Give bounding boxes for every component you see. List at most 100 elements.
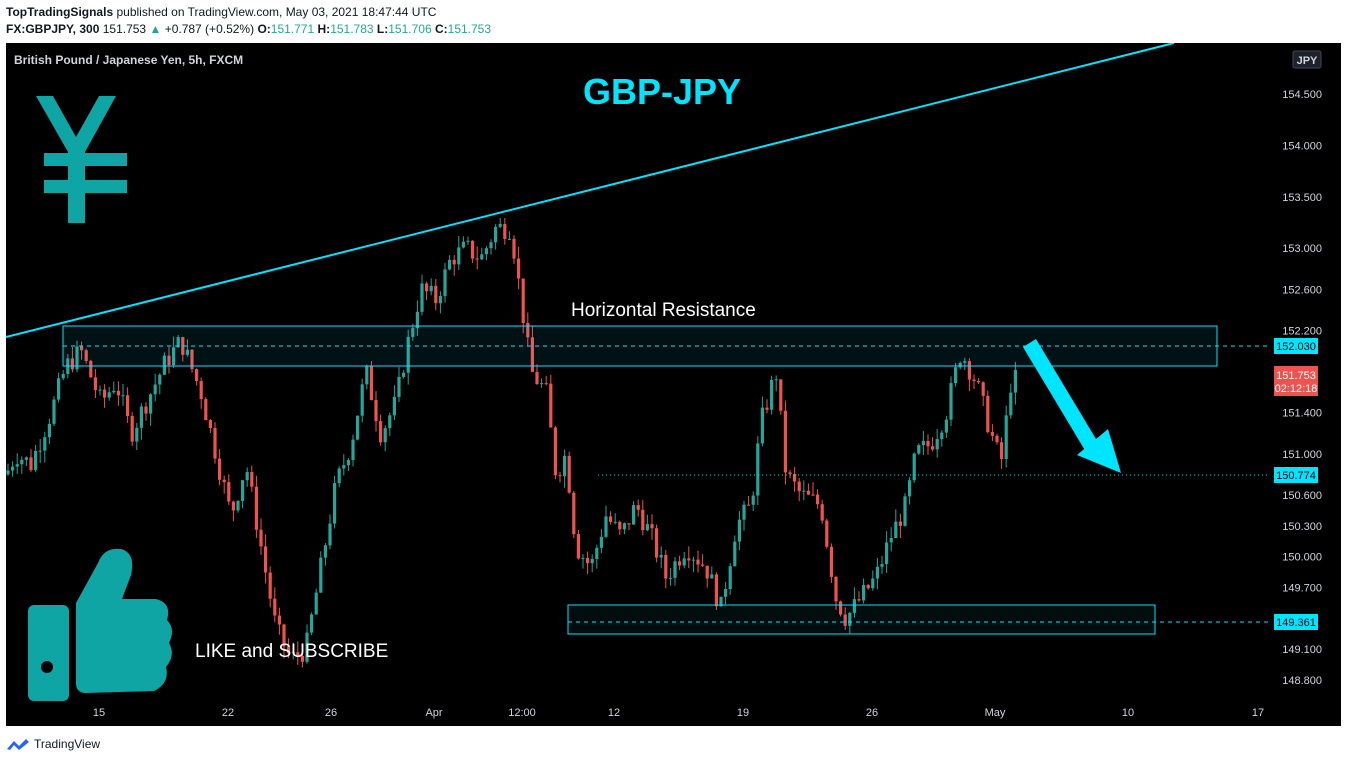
support-price-text: 149.361 — [1276, 617, 1316, 629]
candle-body — [213, 427, 217, 459]
trendline[interactable] — [6, 43, 1175, 338]
candle-body — [342, 465, 346, 469]
candle-body — [245, 472, 249, 481]
candle-body — [365, 365, 369, 385]
candle-body — [98, 389, 102, 391]
current-price-text: 151.753 — [1276, 370, 1316, 382]
candle-body — [645, 524, 649, 531]
candle-body — [24, 457, 28, 460]
candle-body — [296, 652, 300, 657]
candle-body — [563, 455, 567, 477]
time-tick-6: 19 — [737, 707, 749, 719]
candle-body — [668, 577, 672, 579]
candle-body — [1009, 392, 1013, 416]
symbol-label: FX:GBPJPY, 300 — [6, 22, 100, 36]
candle-body — [498, 224, 502, 227]
candle-body — [618, 521, 622, 530]
candle-body — [282, 624, 286, 647]
candle-body — [204, 399, 208, 421]
current-price-tag[interactable]: 151.753 02:12:18 — [1274, 366, 1318, 396]
time-tick-0: 15 — [93, 707, 105, 719]
candle-body — [728, 566, 732, 589]
price-tick-5: 152.200 — [1282, 325, 1322, 337]
candle-body — [705, 565, 709, 579]
candle-body — [627, 523, 631, 525]
candle-body — [944, 419, 948, 433]
price-tick-12: 149.100 — [1282, 644, 1322, 656]
candle-body — [1000, 442, 1004, 459]
candle-body — [972, 379, 976, 381]
target-price-tag[interactable]: 150.774 — [1274, 467, 1318, 483]
candle-body — [852, 599, 856, 613]
tradingview-logo-icon[interactable] — [6, 737, 30, 751]
footer-brand[interactable]: TradingView — [34, 737, 101, 751]
candle-body — [774, 379, 778, 381]
candle-body — [471, 240, 475, 259]
candle-body — [452, 259, 456, 265]
candle-body — [466, 240, 470, 242]
publisher-name[interactable]: TopTradingSignals — [6, 5, 114, 19]
time-axis[interactable]: 15 22 26 Apr 12:00 12 19 26 May 10 17 — [93, 707, 1264, 719]
currency-badge[interactable]: JPY — [1292, 50, 1322, 69]
candle-body — [190, 349, 194, 370]
candle-body — [742, 504, 746, 520]
candle-body — [89, 360, 93, 378]
candle-body — [590, 558, 594, 564]
published-text: published on TradingView.com, May 03, 20… — [116, 5, 437, 19]
candle-body — [779, 379, 783, 411]
time-tick-1: 22 — [222, 707, 234, 719]
high-value: 151.783 — [330, 22, 374, 36]
support-price-tag[interactable]: 149.361 — [1274, 614, 1318, 630]
candle-body — [503, 224, 507, 239]
price-tick-4: 152.600 — [1282, 284, 1322, 296]
price-tick-8: 150.600 — [1282, 490, 1322, 502]
candle-body — [236, 500, 240, 511]
candle-body — [595, 547, 599, 559]
price-tick-0: 154.500 — [1282, 89, 1322, 101]
candle-body — [576, 534, 580, 559]
close-label: C: — [434, 22, 448, 36]
chart-canvas[interactable]: British Pound / Japanese Yen, 5h, FXCM G… — [6, 43, 1341, 726]
candle-body — [20, 459, 24, 465]
candle-body — [811, 494, 815, 496]
price-tick-9: 150.300 — [1282, 521, 1322, 533]
candle-body — [333, 483, 337, 524]
candle-body — [880, 564, 884, 567]
yen-sign-icon — [36, 96, 127, 223]
down-arrow-icon[interactable] — [1023, 339, 1121, 473]
series-legend: British Pound / Japanese Yen, 5h, FXCM — [14, 53, 243, 67]
candle-body — [84, 350, 88, 361]
price-axis[interactable]: 154.500 154.000 153.500 153.000 152.600 152.2… — [1282, 89, 1322, 687]
candle-body — [724, 588, 728, 597]
candle-body — [875, 566, 879, 579]
candle-body — [181, 337, 185, 355]
candle-body — [604, 516, 608, 537]
chart-svg[interactable]: British Pound / Japanese Yen, 5h, FXCM G… — [6, 43, 1341, 726]
candle-body — [544, 383, 548, 385]
candle-body — [834, 576, 838, 602]
price-tick-11: 149.700 — [1282, 582, 1322, 594]
candle-body — [747, 504, 751, 506]
candle-body — [806, 490, 810, 495]
candle-body — [659, 554, 663, 558]
candle-body — [75, 346, 79, 370]
candle-body — [696, 559, 700, 565]
time-tick-7: 26 — [866, 707, 878, 719]
candle-body — [622, 523, 626, 530]
candle-body — [793, 473, 797, 482]
candle-body — [558, 475, 562, 477]
resistance-price-tag[interactable]: 152.030 — [1274, 338, 1318, 354]
candle-body — [360, 384, 364, 416]
candle-body — [222, 479, 226, 483]
candle-body — [172, 347, 176, 366]
candle-body — [733, 541, 737, 567]
candle-body — [940, 432, 944, 440]
candle-body — [425, 283, 429, 292]
candle-body — [434, 285, 438, 304]
candle-body — [438, 296, 442, 304]
support-zone[interactable] — [567, 604, 1156, 635]
candle-body — [843, 614, 847, 626]
candle-body — [512, 238, 516, 259]
candle-body — [480, 254, 484, 260]
candle-body — [29, 457, 33, 471]
